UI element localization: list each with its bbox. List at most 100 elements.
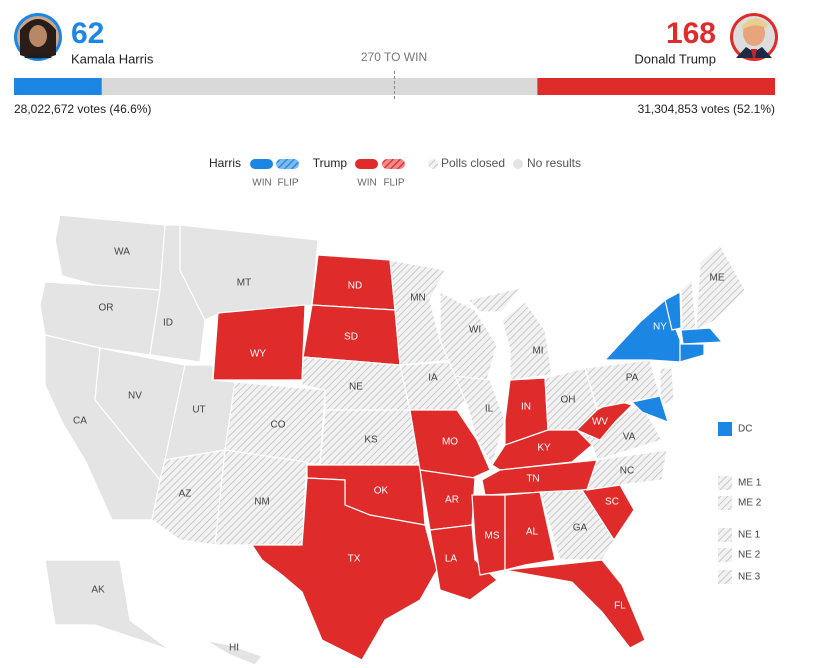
district-box bbox=[718, 548, 732, 562]
legend-swatch-label: FLIP bbox=[383, 178, 404, 189]
state-label: NE bbox=[349, 382, 363, 393]
win-threshold-label: 270 TO WIN bbox=[361, 50, 427, 64]
state-label: WY bbox=[250, 349, 266, 360]
state-label: MO bbox=[442, 437, 458, 448]
state bbox=[575, 399, 634, 441]
state bbox=[539, 489, 615, 561]
state-label: OR bbox=[99, 303, 114, 314]
legend-swatch bbox=[428, 159, 438, 169]
state-label: LA bbox=[445, 554, 458, 565]
trump-portrait bbox=[730, 13, 778, 61]
legend-swatch bbox=[382, 159, 405, 169]
state bbox=[695, 244, 746, 332]
state bbox=[44, 559, 171, 651]
state-label: AL bbox=[526, 527, 539, 538]
state-label: AR bbox=[445, 495, 459, 506]
state-label: AK bbox=[91, 585, 105, 596]
harris-electoral-votes: 62 bbox=[71, 17, 104, 50]
legend-swatch-label: WIN bbox=[252, 178, 271, 189]
harris-bar bbox=[14, 78, 102, 95]
state-label: NY bbox=[653, 322, 667, 333]
state bbox=[603, 298, 681, 363]
state-label: SC bbox=[605, 497, 619, 508]
trump-bar bbox=[537, 78, 775, 95]
map: WA OR CA NV ID MT WY UT CO AZ NM ND SD NE KS OK TX MN IA MO… bbox=[39, 214, 746, 666]
state bbox=[679, 343, 705, 363]
legend-swatch-label: WIN bbox=[357, 178, 376, 189]
harris-popular-votes: 28,022,672 votes (46.6%) bbox=[14, 102, 151, 116]
harris-name: Kamala Harris bbox=[71, 51, 154, 66]
state-label: MS bbox=[485, 531, 500, 542]
state-label: TN bbox=[526, 474, 539, 485]
legend-swatch bbox=[276, 159, 299, 169]
state-label: CO bbox=[271, 420, 286, 431]
state bbox=[429, 524, 498, 601]
state-label: MT bbox=[237, 278, 251, 289]
state bbox=[504, 491, 556, 571]
district-box bbox=[718, 528, 732, 542]
state-label: HI bbox=[229, 643, 239, 654]
state-label: NC bbox=[620, 466, 634, 477]
state bbox=[399, 361, 471, 411]
district-label: NE 1 bbox=[738, 530, 761, 541]
state bbox=[680, 278, 697, 331]
state bbox=[664, 291, 682, 331]
state bbox=[466, 287, 553, 381]
state-label: IL bbox=[485, 404, 494, 415]
state bbox=[630, 395, 669, 424]
state-label: UT bbox=[192, 405, 205, 416]
district-box bbox=[718, 476, 732, 490]
trump-electoral-votes: 168 bbox=[666, 17, 716, 50]
district-box bbox=[718, 496, 732, 510]
district-list: DC ME 1 ME 2 NE 1 NE 2 NE 3 bbox=[718, 422, 762, 584]
legend-swatch bbox=[250, 159, 273, 169]
state-label: ND bbox=[348, 281, 362, 292]
state bbox=[54, 214, 166, 291]
state bbox=[250, 477, 438, 661]
state bbox=[659, 367, 675, 407]
state-label: KS bbox=[364, 435, 378, 446]
state-label: SD bbox=[344, 332, 358, 343]
state-label: OH bbox=[561, 395, 576, 406]
district-box bbox=[718, 570, 732, 584]
state bbox=[471, 494, 506, 576]
legend-label: Polls closed bbox=[441, 156, 505, 170]
state-label: MN bbox=[410, 293, 426, 304]
district-label: NE 2 bbox=[738, 550, 761, 561]
district-label: ME 1 bbox=[738, 478, 762, 489]
state bbox=[204, 639, 263, 666]
state-label: FL bbox=[614, 601, 626, 612]
state-label: NM bbox=[254, 497, 270, 508]
state-label: WI bbox=[469, 325, 481, 336]
legend-label: No results bbox=[527, 156, 581, 170]
district-label: DC bbox=[738, 424, 752, 435]
state-label: NV bbox=[128, 391, 142, 402]
state-label: ID bbox=[163, 318, 173, 329]
legend: Harris WIN FLIP Trump WIN FLIP Polls closed No … bbox=[209, 156, 581, 188]
state-label: KY bbox=[537, 443, 551, 454]
district-label: NE 3 bbox=[738, 572, 761, 583]
state-label: MI bbox=[532, 346, 543, 357]
district-label: ME 2 bbox=[738, 498, 762, 509]
legend-swatch bbox=[513, 159, 523, 169]
state bbox=[39, 281, 161, 356]
state bbox=[586, 449, 668, 491]
state-label: WA bbox=[114, 247, 130, 258]
state-label: VA bbox=[623, 432, 636, 443]
state-label: ME bbox=[710, 273, 725, 284]
state-label: PA bbox=[626, 373, 639, 384]
state-label: OK bbox=[374, 486, 389, 497]
legend-swatch bbox=[355, 159, 378, 169]
state-label: TX bbox=[348, 554, 361, 565]
state bbox=[212, 304, 306, 381]
state-label: AZ bbox=[179, 489, 192, 500]
state-label: IA bbox=[428, 373, 438, 384]
trump-popular-votes: 31,304,853 votes (52.1%) bbox=[638, 102, 775, 116]
state-label: CA bbox=[73, 416, 87, 427]
legend-swatch-label: FLIP bbox=[277, 178, 298, 189]
state-label: WV bbox=[592, 417, 608, 428]
trump-name: Donald Trump bbox=[634, 51, 716, 66]
state-label: GA bbox=[573, 523, 588, 534]
